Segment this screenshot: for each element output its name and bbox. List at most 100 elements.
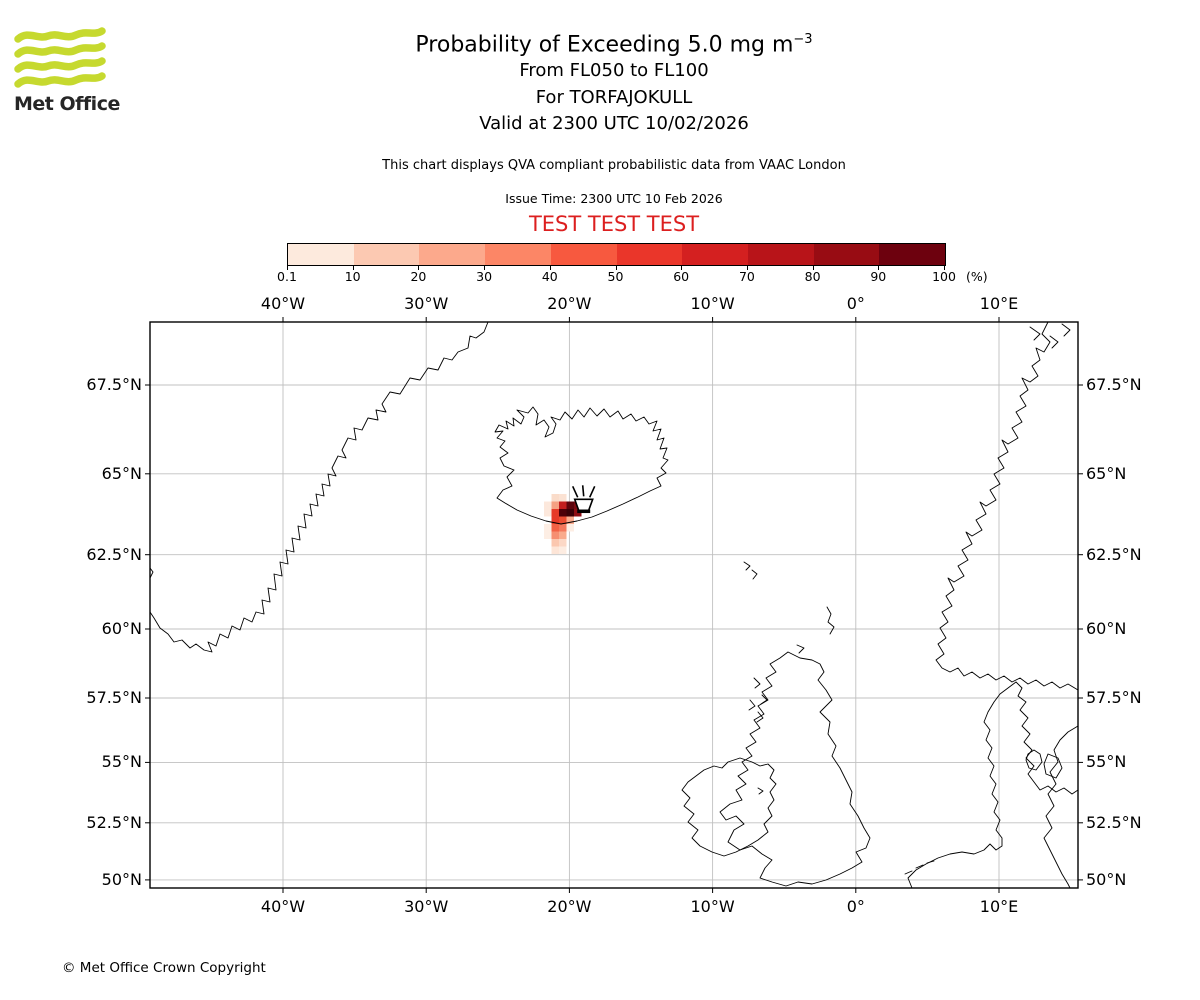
ash-probability-cell: [544, 524, 552, 532]
latitude-tick-label: 55°N: [1086, 752, 1127, 772]
colorbar-tick-label: 40: [541, 269, 558, 284]
colorbar-tick-labels: 0.1 10 20 30 40 50 60 70 80 90 100: [277, 269, 956, 285]
colorbar-tick: [878, 265, 880, 270]
colorbar-tick: [549, 265, 551, 270]
coastline: [149, 321, 489, 653]
coastline: [904, 870, 913, 875]
ash-probability-cell: [559, 546, 567, 554]
volcano-icon: [571, 485, 596, 514]
latitude-tick-label: 57.5°N: [1086, 687, 1142, 707]
met-office-logo-text: Met Office: [14, 93, 120, 115]
longitude-tick-label: 30°W: [404, 294, 449, 313]
ash-probability-cell: [544, 509, 552, 517]
subtitle-flight-levels: From FL050 to FL100: [519, 60, 709, 82]
longitude-tick-label: 0°: [846, 897, 865, 916]
probability-colorbar: [287, 243, 946, 266]
qva-note: This chart displays QVA compliant probab…: [382, 158, 846, 173]
page-title-exponent: −3: [793, 32, 813, 47]
met-office-logo-icon: [14, 26, 114, 96]
colorbar-tick: [746, 265, 748, 270]
ash-probability-cell: [559, 501, 567, 509]
colorbar-segment: [419, 244, 486, 265]
volcano-crater: [573, 498, 594, 512]
colorbar-tick: [418, 265, 420, 270]
ash-probability-cell: [551, 509, 559, 517]
colorbar-tick-label: 90: [870, 269, 887, 284]
colorbar-tick-label: 70: [738, 269, 755, 284]
coastline: [926, 860, 935, 864]
logo-waves-icon: [14, 27, 106, 88]
latitude-tick-label: 50°N: [101, 869, 142, 889]
colorbar-segment: [353, 244, 420, 265]
coastline: [753, 677, 761, 689]
coastline: [1043, 753, 1063, 779]
ash-probability-cell: [544, 501, 552, 509]
copyright-notice: © Met Office Crown Copyright: [62, 960, 266, 976]
longitude-tick-label: 10°E: [979, 294, 1019, 313]
subtitle-volcano: For TORFAJOKULL: [535, 86, 693, 108]
ash-probability-cell: [559, 509, 567, 517]
coastline: [748, 699, 756, 711]
latitude-tick-label: 62.5°N: [1086, 544, 1142, 564]
colorbar-tick: [352, 265, 354, 270]
ash-probability-cell: [551, 501, 559, 509]
ash-probability-cell: [551, 524, 559, 532]
longitude-tick-label: 20°W: [547, 897, 592, 916]
coastline: [796, 644, 805, 654]
ash-probability-cell: [559, 531, 567, 539]
longitude-tick-label: 40°W: [260, 897, 306, 916]
subtitle-valid-time: Valid at 2300 UTC 10/02/2026: [479, 113, 749, 135]
colorbar-segment: [879, 244, 946, 265]
colorbar-tick-label: 30: [476, 269, 493, 284]
colorbar-tick-label: 20: [410, 269, 427, 284]
colorbar-segment: [616, 244, 683, 265]
ash-probability-cell: [566, 516, 574, 524]
page-title-text: Probability of Exceeding 5.0 mg m: [415, 32, 794, 58]
coastline: [935, 321, 1079, 691]
coastline: [494, 406, 669, 525]
colorbar-tick: [681, 265, 683, 270]
coastline: [915, 864, 924, 869]
colorbar-tick: [484, 265, 486, 270]
longitude-tick-label: 20°W: [547, 294, 592, 313]
latitude-tick-label: 65°N: [101, 463, 142, 483]
colorbar-tick: [944, 265, 945, 270]
colorbar-tick: [287, 265, 288, 270]
latitude-tick-label: 50°N: [1086, 869, 1127, 889]
latitude-tick-label: 60°N: [1086, 619, 1127, 639]
ash-probability-cell: [559, 494, 567, 502]
coastline: [757, 787, 764, 795]
coastline: [743, 561, 751, 571]
test-banner: TEST TEST TEST: [528, 212, 700, 236]
coastline: [826, 606, 835, 635]
longitude-tick-label: 40°W: [260, 294, 306, 313]
latitude-tick-label: 62.5°N: [86, 544, 142, 564]
longitude-tick-label: 30°W: [404, 897, 449, 916]
longitude-axis-bottom: 40°W 30°W 20°W 10°W 0° 10°E: [0, 897, 1200, 917]
latitude-tick-label: 57.5°N: [86, 687, 142, 707]
coastline: [751, 569, 758, 580]
colorbar-tick-label: 50: [607, 269, 624, 284]
colorbar-segment: [485, 244, 551, 265]
volcano-eruption-ray: [588, 485, 596, 498]
volcano-eruption-ray: [571, 485, 579, 498]
longitude-tick-label: 10°E: [979, 897, 1019, 916]
longitude-tick-label: 0°: [846, 294, 865, 313]
colorbar-tick-label: 100: [932, 269, 956, 284]
colorbar-tick-label: 0.1: [277, 269, 297, 284]
colorbar-segment: [550, 244, 617, 265]
ash-probability-cell: [544, 531, 552, 539]
longitude-tick-label: 10°W: [690, 294, 735, 313]
longitude-axis-top: 40°W 30°W 20°W 10°W 0° 10°E: [0, 294, 1200, 314]
colorbar-tick-label: 80: [804, 269, 821, 284]
issue-time: Issue Time: 2300 UTC 10 Feb 2026: [505, 191, 723, 206]
latitude-tick-label: 67.5°N: [1086, 374, 1142, 394]
colorbar-segment: [682, 244, 748, 265]
map-canvas: [145, 317, 1083, 893]
colorbar-unit-label: (%): [966, 269, 988, 284]
colorbar-segment: [747, 244, 814, 265]
coastline: [907, 681, 1079, 889]
colorbar-tick: [615, 265, 617, 270]
coastline: [1043, 725, 1079, 889]
